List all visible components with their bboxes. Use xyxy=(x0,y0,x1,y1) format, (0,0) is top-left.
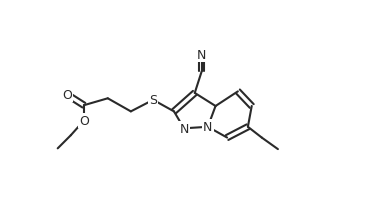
Text: S: S xyxy=(149,94,157,107)
Text: N: N xyxy=(197,49,206,62)
Text: N: N xyxy=(179,122,189,135)
Text: N: N xyxy=(203,121,213,134)
Text: O: O xyxy=(79,115,89,128)
Text: O: O xyxy=(62,89,72,101)
